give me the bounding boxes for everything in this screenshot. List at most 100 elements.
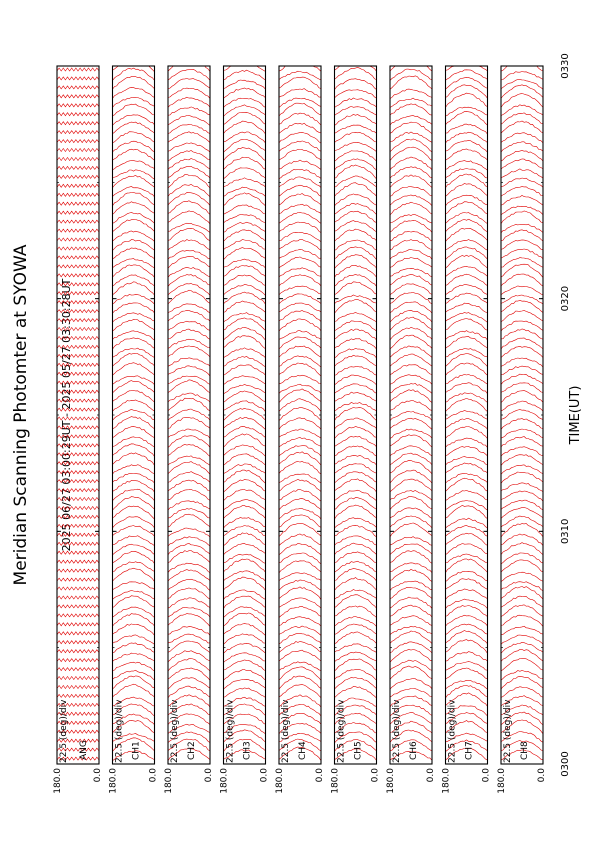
panel-ch4: 22.5 (deg)/div CH4 180.0 0.0 — [275, 65, 325, 794]
trace-line — [112, 362, 155, 376]
trace-line — [445, 284, 488, 296]
trace-line — [390, 522, 432, 538]
trace-line — [112, 312, 155, 323]
trace-line — [334, 643, 377, 653]
panel-time-ticks — [57, 65, 99, 765]
trace-line — [334, 246, 377, 260]
trace-line — [279, 552, 321, 565]
trace-line — [390, 103, 432, 116]
trace-line — [390, 75, 432, 90]
panel-ymin-label: 0.0 — [260, 768, 270, 783]
trace-line — [445, 302, 488, 314]
trace-line — [390, 659, 432, 671]
trace-line — [445, 201, 488, 215]
trace-line — [445, 651, 488, 662]
trace-line — [334, 731, 377, 744]
trace-line — [445, 410, 488, 420]
trace-line — [334, 366, 377, 376]
panel-time-ticks — [445, 65, 488, 765]
trace-line — [334, 517, 377, 529]
trace-line — [501, 141, 543, 153]
trace-line — [445, 183, 488, 197]
trace-line — [501, 676, 543, 690]
trace-line — [445, 227, 488, 242]
panel-channel-label: CH2 — [187, 741, 197, 760]
trace-line — [445, 667, 488, 680]
panel-frame — [389, 65, 433, 765]
chart-subtitle: 2025 06/27 03:00:29UT - 2025 05/27 03:30… — [60, 278, 73, 551]
panel-traces — [445, 66, 488, 761]
trace-line — [445, 517, 488, 529]
trace-line — [279, 661, 321, 671]
trace-line — [334, 463, 377, 474]
trace-line — [223, 239, 266, 250]
trace-line — [279, 428, 321, 439]
trace-line — [390, 478, 432, 493]
trace-line — [168, 166, 210, 179]
trace-line — [279, 461, 321, 475]
trace-line — [334, 182, 377, 197]
trace-line — [279, 274, 321, 287]
trace-line — [390, 580, 432, 591]
panel-scale-label: 22.5 (deg)/div — [226, 699, 236, 763]
trace-line — [279, 641, 321, 653]
trace-line — [279, 302, 321, 313]
trace-line — [445, 348, 488, 358]
trace-line — [223, 543, 266, 556]
trace-line — [334, 193, 377, 207]
trace-line — [390, 66, 432, 72]
trace-line — [445, 712, 488, 724]
panel-ymin-label: 0.0 — [315, 768, 325, 783]
trace-line — [168, 345, 210, 358]
trace-line — [334, 124, 377, 134]
trace-line — [445, 437, 488, 448]
trace-line — [445, 605, 488, 617]
trace-line — [501, 634, 543, 645]
trace-line — [334, 417, 377, 430]
trace-line — [112, 174, 155, 188]
trace-line — [334, 114, 377, 126]
trace-line — [445, 680, 488, 690]
trace-line — [168, 435, 210, 448]
trace-line — [390, 469, 432, 484]
trace-line — [223, 570, 266, 582]
trace-line — [57, 604, 99, 609]
trace-line — [223, 713, 266, 725]
trace-line — [334, 202, 377, 215]
trace-line — [279, 704, 321, 717]
trace-line — [390, 309, 432, 323]
trace-line — [501, 239, 543, 250]
trace-line — [57, 291, 99, 296]
trace-line — [334, 594, 377, 609]
trace-line — [279, 417, 321, 430]
trace-line — [168, 283, 210, 296]
trace-line — [445, 148, 488, 161]
trace-line — [57, 738, 99, 743]
trace-line — [445, 578, 488, 590]
trace-line — [334, 328, 377, 341]
trace-line — [445, 630, 488, 644]
trace-line — [168, 578, 210, 591]
trace-line — [279, 579, 321, 591]
trace-line — [445, 84, 488, 99]
trace-line — [112, 436, 155, 448]
trace-line — [112, 258, 155, 269]
panel-traces — [334, 66, 377, 761]
trace-line — [445, 739, 488, 752]
trace-line — [223, 687, 266, 698]
trace-line — [279, 231, 321, 243]
trace-line — [501, 533, 543, 546]
trace-line — [445, 246, 488, 260]
trace-line — [223, 291, 266, 305]
panel-traces — [57, 67, 99, 761]
trace-line — [279, 738, 321, 752]
trace-line — [223, 214, 266, 224]
trace-line — [223, 679, 266, 690]
trace-line — [390, 121, 432, 135]
trace-line — [223, 729, 266, 743]
trace-line — [223, 258, 266, 269]
trace-line — [57, 255, 99, 260]
trace-line — [223, 247, 266, 260]
trace-line — [57, 201, 99, 206]
trace-line — [279, 586, 321, 600]
